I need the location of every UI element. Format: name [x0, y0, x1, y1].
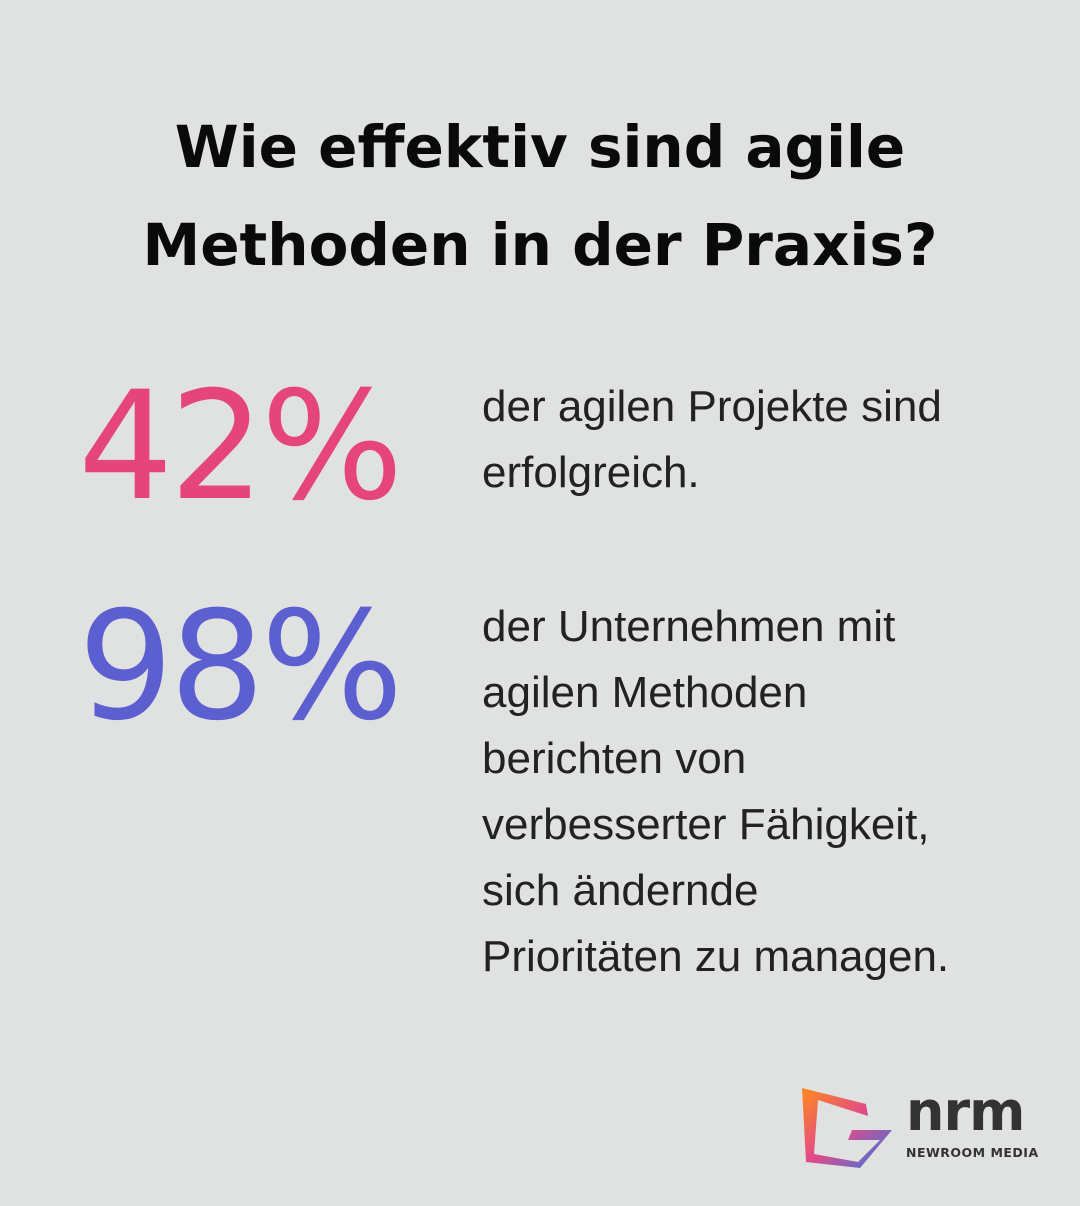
- stat-value: 42%: [78, 360, 403, 534]
- stat-description: der agilen Projekte sind erfolgreich.: [482, 374, 942, 506]
- logo-tagline: NEWROOM MEDIA: [906, 1145, 1039, 1160]
- logo-mark: [802, 1088, 892, 1168]
- title: Wie effektiv sind agile Methoden in der P…: [0, 98, 1080, 294]
- logo-name: nrm: [906, 1080, 1025, 1143]
- title-line: Wie effektiv sind agile: [174, 113, 906, 181]
- description-line: der Unternehmen mit: [482, 602, 896, 651]
- title-line: Methoden in der Praxis?: [142, 211, 938, 279]
- description-line: verbesserter Fähigkeit,: [482, 800, 930, 849]
- description-line: agilen Methoden: [482, 668, 808, 717]
- stat-value: 98%: [78, 580, 403, 754]
- stat-description: der Unternehmen mit agilen Methoden berich…: [482, 594, 949, 990]
- description-line: erfolgreich.: [482, 448, 700, 497]
- description-line: Prioritäten zu managen.: [482, 932, 950, 981]
- description-line: sich ändernde: [482, 866, 759, 915]
- description-line: berichten von: [482, 734, 747, 783]
- description-line: der agilen Projekte sind: [482, 382, 942, 431]
